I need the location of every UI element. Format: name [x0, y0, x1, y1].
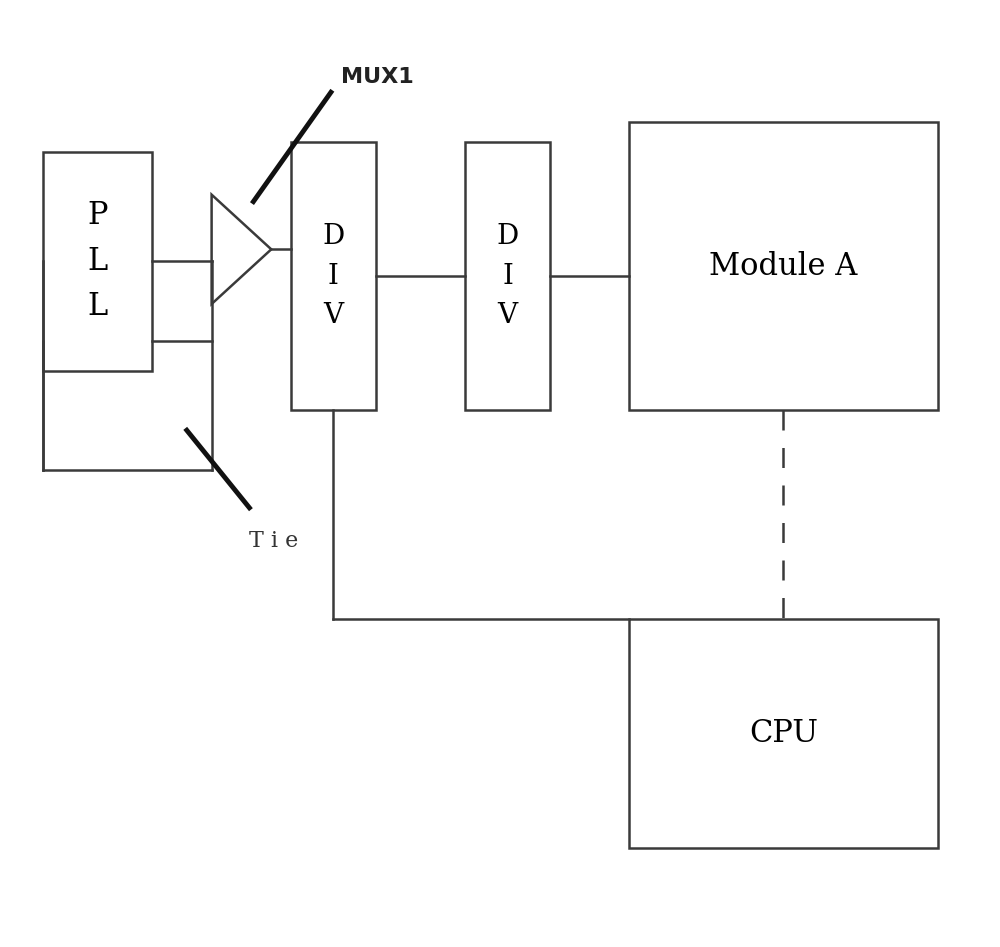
Bar [629, 122, 938, 410]
Bar [43, 152, 152, 370]
Text: T i e: T i e [249, 529, 299, 552]
Text: Module A: Module A [709, 251, 858, 281]
Bar [629, 619, 938, 848]
Text: CPU: CPU [749, 718, 818, 749]
Polygon shape [212, 195, 271, 304]
Bar [291, 142, 376, 410]
Text: MUX1: MUX1 [341, 67, 414, 87]
Text: D
I
V: D I V [496, 223, 519, 330]
Text: D
I
V: D I V [322, 223, 345, 330]
Text: P
L
L: P L L [87, 201, 108, 322]
Bar [465, 142, 550, 410]
